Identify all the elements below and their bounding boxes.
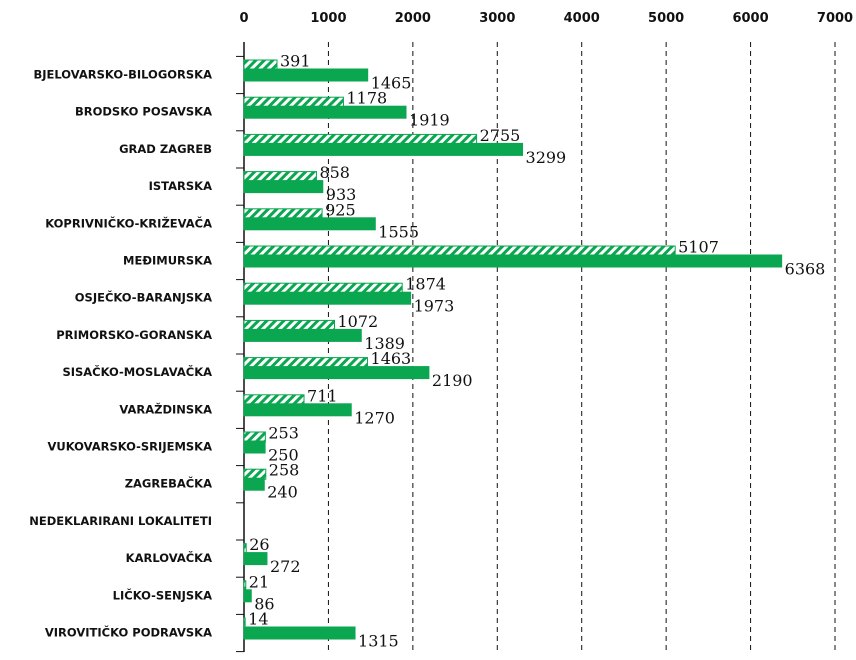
category-label: MEĐIMURSKA <box>123 254 212 268</box>
category-label: VIROVITIČKO PODRAVSKA <box>45 625 212 640</box>
category-label: GRAD ZAGREB <box>119 142 212 156</box>
bar <box>243 477 265 491</box>
bar <box>243 328 362 342</box>
category-label: PRIMORSKO-GORANSKA <box>56 328 212 342</box>
value-label: 253 <box>268 424 299 443</box>
category-label: KOPRIVNIČKO-KRIŽEVAČA <box>45 215 212 230</box>
value-label: 5107 <box>678 238 719 257</box>
category-label: VARAŽDINSKA <box>119 401 212 416</box>
bar <box>243 254 783 268</box>
value-label: 1555 <box>378 222 419 241</box>
bar <box>243 105 407 119</box>
value-label: 1463 <box>371 349 412 368</box>
x-tick-label: 2000 <box>395 11 431 26</box>
value-label: 21 <box>249 572 269 591</box>
value-label: 240 <box>267 483 298 502</box>
category-label: NEDEKLARIRANI LOKALITETI <box>29 514 212 528</box>
value-label: 86 <box>254 594 274 613</box>
value-label: 1072 <box>338 312 379 331</box>
category-label: OSJEČKO-BARANJSKA <box>75 290 212 305</box>
category-label: BRODSKO POSAVSKA <box>75 105 212 119</box>
bar <box>243 180 324 194</box>
value-label: 272 <box>270 557 301 576</box>
category-label: LIČKO-SENJSKA <box>113 587 212 602</box>
value-label: 258 <box>269 461 300 480</box>
value-label: 250 <box>268 446 299 465</box>
value-label: 2190 <box>432 371 473 390</box>
value-label: 858 <box>319 163 350 182</box>
bar <box>243 217 376 231</box>
x-tick-label: 4000 <box>564 11 600 26</box>
bar <box>243 552 268 566</box>
value-label: 391 <box>280 52 311 71</box>
bar <box>243 440 266 454</box>
bar <box>243 626 356 640</box>
category-label: ISTARSKA <box>149 179 212 193</box>
value-label: 2755 <box>480 126 521 145</box>
value-label: 1919 <box>409 111 450 130</box>
value-label: 1874 <box>405 275 446 294</box>
x-tick-label: 0 <box>239 11 248 26</box>
x-tick-label: 6000 <box>732 11 768 26</box>
value-label: 1178 <box>346 89 387 108</box>
value-label: 1315 <box>358 632 399 651</box>
bar <box>243 589 252 603</box>
value-label: 26 <box>249 535 269 554</box>
x-tick-label: 5000 <box>648 11 684 26</box>
category-label: ZAGREBAČKA <box>125 476 212 491</box>
value-label: 14 <box>248 610 268 629</box>
value-label: 6368 <box>785 260 826 279</box>
x-tick-label: 1000 <box>310 11 346 26</box>
value-label: 3299 <box>526 148 567 167</box>
value-label: 925 <box>325 200 356 219</box>
x-tick-label: 3000 <box>479 11 515 26</box>
bar <box>243 142 524 156</box>
bar <box>243 291 412 305</box>
bar <box>243 403 352 417</box>
bar <box>243 366 430 380</box>
category-label: SISAČKO-MOSLAVAČKA <box>62 364 212 379</box>
value-label: 711 <box>307 386 338 405</box>
value-label: 1973 <box>414 297 455 316</box>
x-tick-label: 7000 <box>817 11 853 26</box>
value-label: 1465 <box>371 74 412 93</box>
category-label: VUKOVARSKO-SRIJEMSKA <box>47 440 212 454</box>
category-label: KARLOVAČKA <box>126 550 212 565</box>
bar <box>243 68 369 82</box>
category-label: BJELOVARSKO-BILOGORSKA <box>33 68 212 82</box>
value-label: 1270 <box>354 408 395 427</box>
value-label: 1389 <box>364 334 405 353</box>
value-label: 933 <box>326 185 357 204</box>
